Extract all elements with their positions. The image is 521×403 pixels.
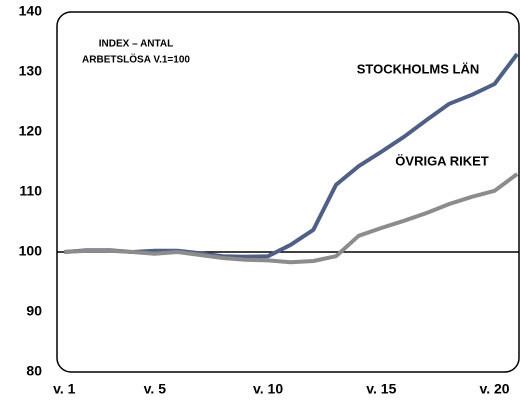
annotation: ARBETSLÖSA V.1=100: [82, 53, 190, 66]
annotation: INDEX – ANTAL: [99, 39, 173, 50]
y-tick-label: 120: [19, 123, 43, 139]
y-tick-label: 110: [19, 183, 42, 199]
series-label: ÖVRIGA RIKET: [395, 153, 488, 168]
x-tick-label: v. 20: [479, 381, 509, 397]
y-tick-label: 80: [26, 363, 42, 379]
x-tick-label: v. 5: [144, 381, 167, 397]
y-tick-label: 140: [19, 3, 43, 19]
x-tick-label: v. 15: [366, 381, 396, 397]
plot-frame: [56, 11, 520, 373]
x-tick-label: v. 10: [253, 381, 283, 397]
series-label: STOCKHOLMS LÄN: [357, 61, 480, 76]
y-tick-label: 90: [26, 303, 42, 319]
x-tick-label: v. 1: [53, 381, 76, 397]
y-tick-label: 100: [19, 243, 43, 259]
y-tick-label: 130: [19, 63, 43, 79]
series-line: [64, 172, 519, 265]
